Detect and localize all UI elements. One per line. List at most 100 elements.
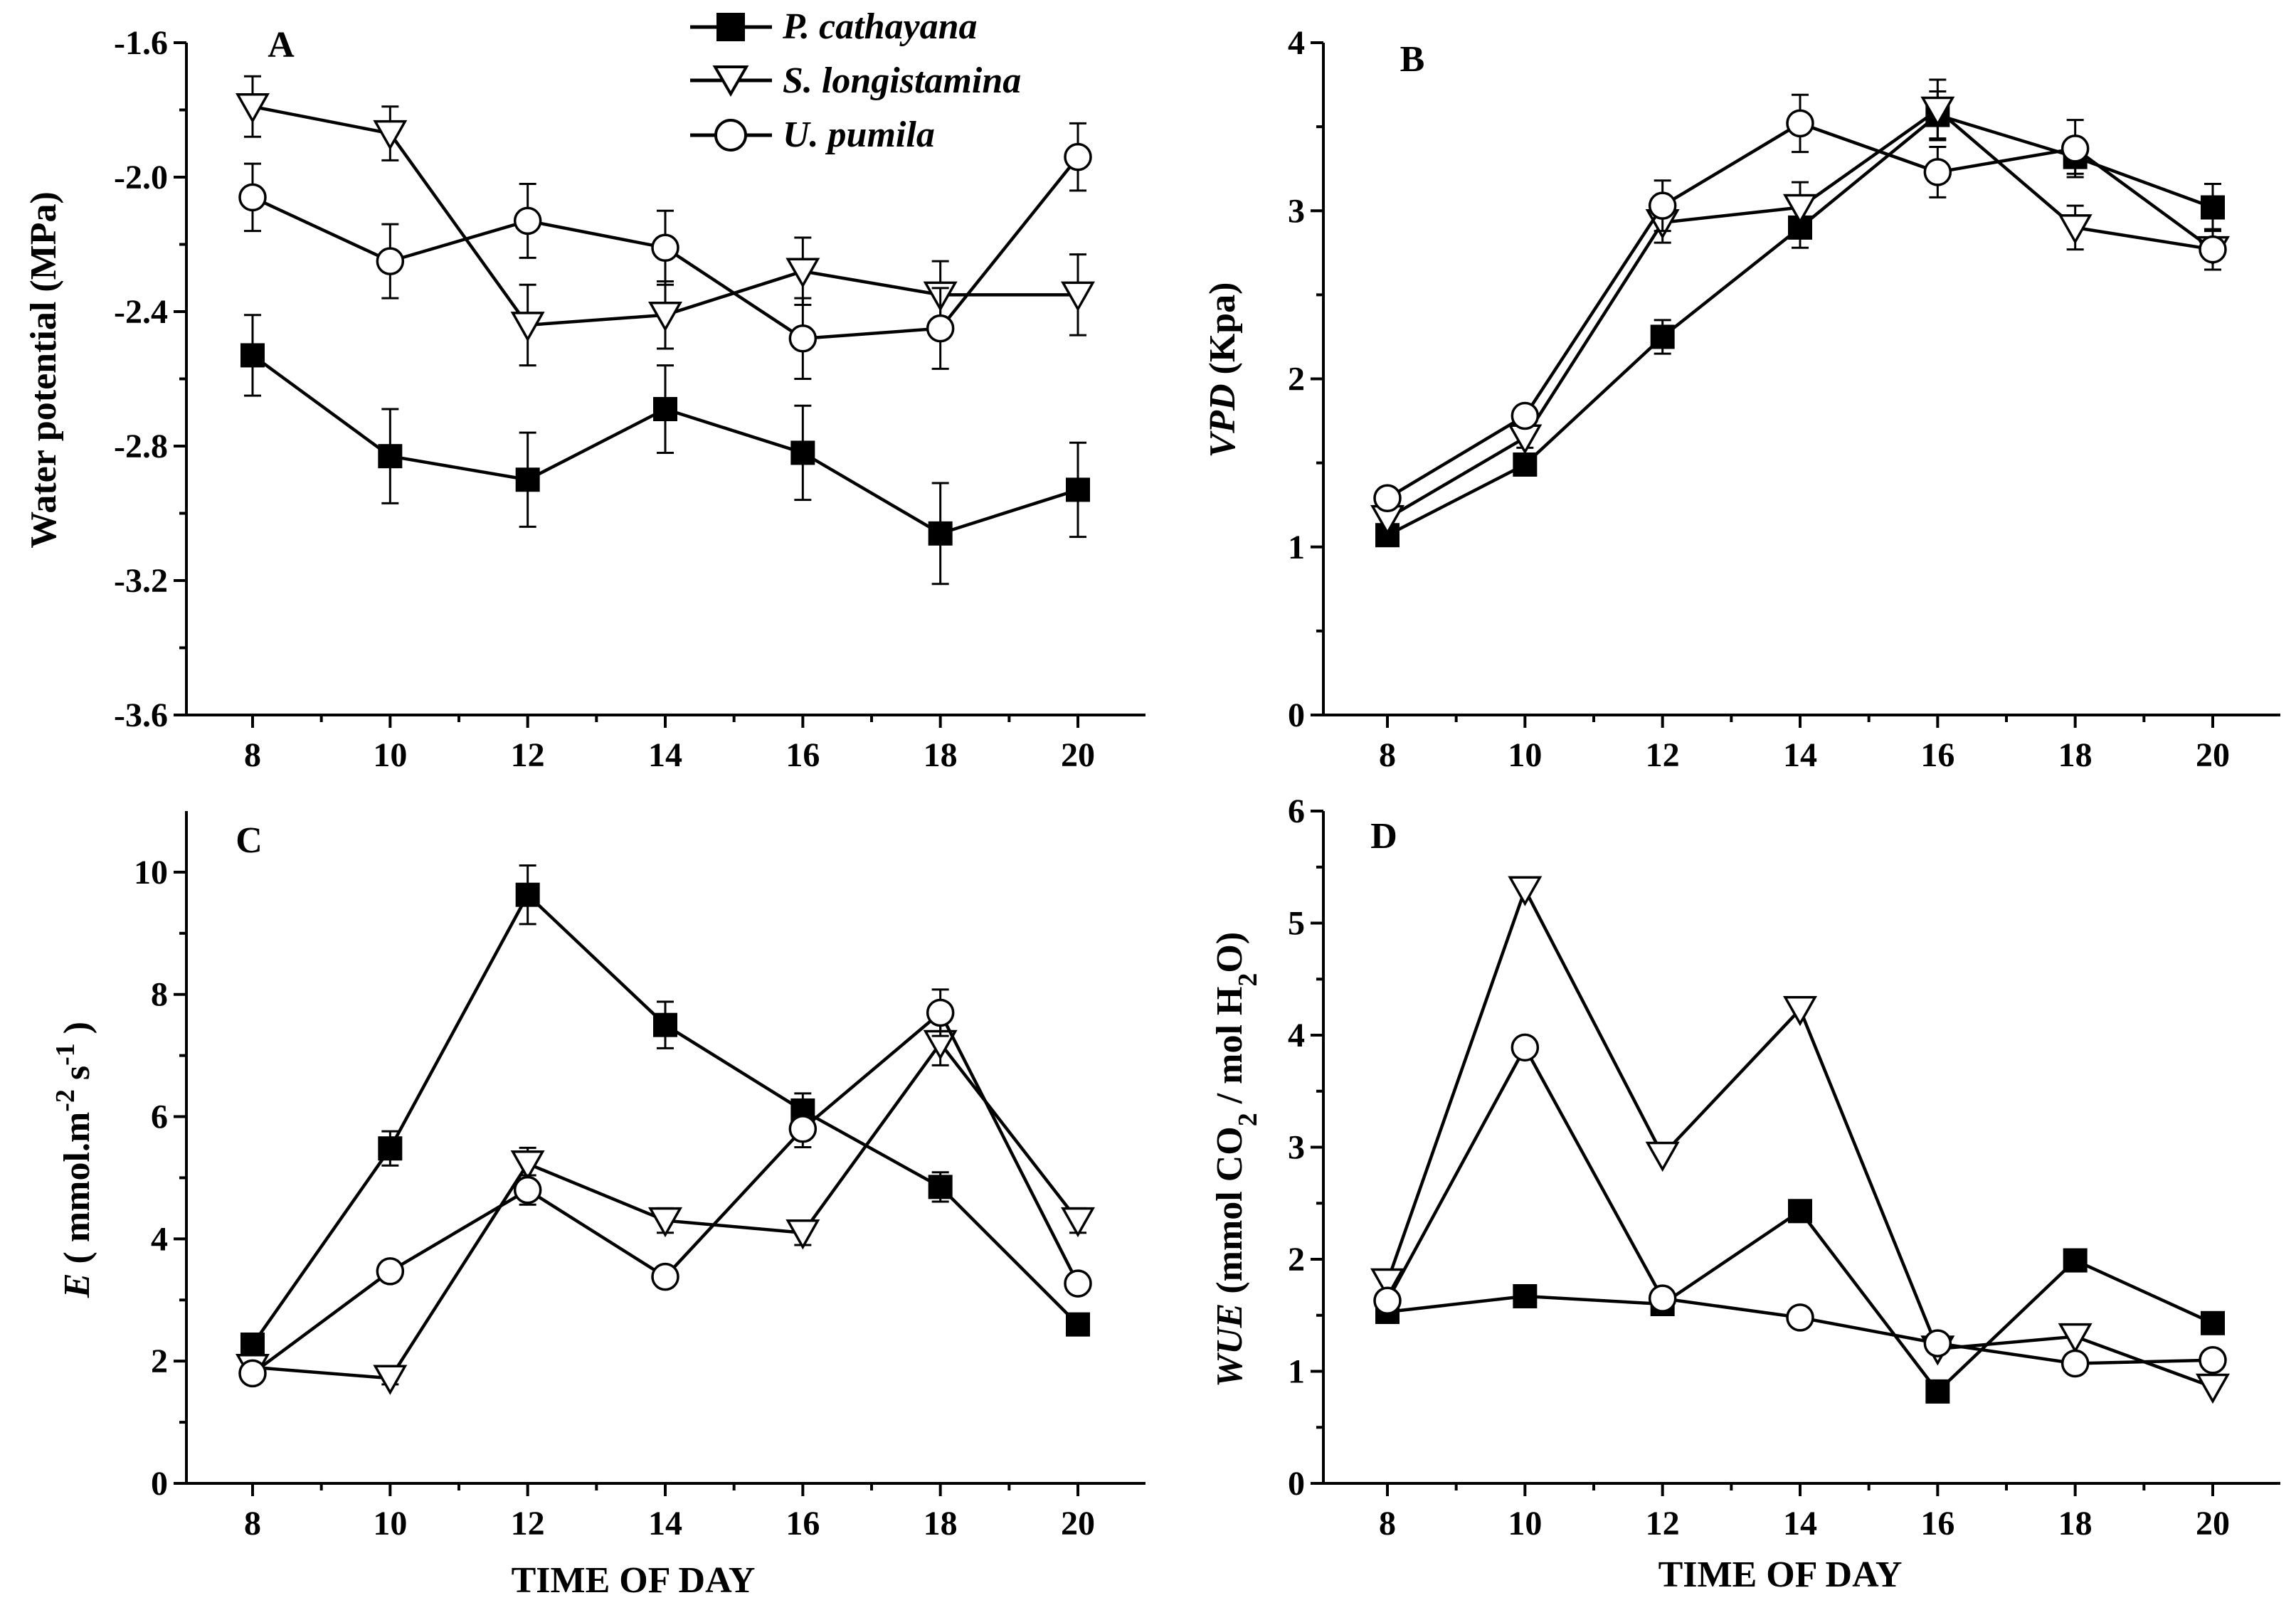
x-tick-label: 20: [1061, 736, 1095, 774]
series-p-cathayana: [240, 314, 1090, 586]
x-tick-label: 8: [1379, 1505, 1396, 1542]
data-point-circle: [1923, 1329, 1952, 1357]
x-tick-label: 20: [2196, 736, 2230, 774]
panel-c: 0 2 4 6 8 10 8 10 12 14 16 18 20 C E ( mmol.m-2 s-1 ): [51, 811, 1146, 1542]
y-axis-label: E ( mmol.m-2 s-1 ): [51, 1022, 97, 1298]
data-point-circle: [376, 247, 405, 275]
data-point-triangle: [373, 120, 408, 151]
series-u-pumila: [1373, 93, 2227, 512]
x-tick-label: 8: [1379, 736, 1396, 774]
x-tick-label: 14: [1783, 1505, 1817, 1542]
y-tick-label: 8: [151, 976, 168, 1014]
data-point-square: [378, 1136, 403, 1161]
x-tick-label: 10: [373, 1505, 407, 1542]
y-tick-label: -1.6: [114, 24, 168, 62]
x-tick-label: 14: [648, 1505, 682, 1542]
data-point-triangle: [647, 301, 683, 332]
data-point-square: [790, 440, 815, 465]
data-point-circle: [651, 1262, 679, 1291]
data-point-triangle: [1060, 281, 1096, 312]
data-point-square: [1513, 1283, 1538, 1308]
data-point-square: [2063, 1248, 2088, 1273]
data-point-circle: [1786, 109, 1814, 138]
y-axis-label-part: (Kpa): [1202, 282, 1243, 384]
y-tick-label: 1: [1288, 529, 1305, 566]
data-point-circle: [1373, 1286, 1402, 1315]
legend-item-s-longistamina: S. longistamina: [690, 60, 1021, 101]
y-tick-label: 0: [151, 1465, 168, 1503]
data-point-triangle: [2058, 1323, 2093, 1354]
data-point-circle: [238, 183, 267, 212]
panel-label: C: [236, 820, 263, 861]
data-point-triangle: [235, 93, 270, 124]
data-point-triangle: [373, 1365, 408, 1395]
data-point-square: [1066, 477, 1090, 502]
x-tick-label: 12: [1646, 1505, 1680, 1542]
data-point-triangle: [785, 1219, 820, 1250]
data-point-triangle: [1782, 194, 1818, 225]
data-point-square: [1788, 1199, 1812, 1224]
legend-circle-marker: [714, 119, 747, 152]
data-point-circle: [1648, 1284, 1677, 1313]
data-point-circle: [1511, 1033, 1540, 1062]
x-tick-label: 10: [1508, 736, 1542, 774]
data-point-triangle: [785, 258, 820, 288]
series-s-longistamina: [235, 75, 1096, 367]
y-axis-label-part: (mmol CO: [1210, 1126, 1250, 1303]
x-tick-label: 16: [785, 1505, 820, 1542]
y-axis-label-part: 2: [1233, 1113, 1263, 1126]
data-point-square: [928, 521, 953, 546]
series-u-pumila: [1373, 1033, 2227, 1378]
x-axis-label-right: TIME OF DAY: [1658, 1555, 1903, 1595]
y-axis-label-part: / mol H: [1210, 987, 1250, 1113]
x-axis-label-left: TIME OF DAY: [512, 1560, 756, 1601]
x-tick-label: 18: [924, 736, 958, 774]
data-point-circle: [513, 1175, 542, 1204]
legend-triangle-marker: [712, 65, 749, 97]
y-axis-label-part: -2: [51, 1089, 80, 1112]
data-point-triangle: [510, 312, 545, 342]
x-tick-label: 20: [1061, 1505, 1095, 1542]
data-point-square: [928, 1175, 953, 1199]
data-point-circle: [1786, 1303, 1814, 1332]
legend-label-u-pumila: U. pumila: [783, 115, 935, 155]
x-tick-label: 18: [924, 1505, 958, 1542]
data-point-square: [2201, 195, 2225, 220]
series-u-pumila: [238, 988, 1092, 1388]
x-tick-label: 12: [1646, 736, 1680, 774]
x-tick-label: 16: [1920, 1505, 1954, 1542]
data-point-circle: [651, 233, 679, 262]
data-point-circle: [238, 1359, 267, 1388]
y-tick-label: -2.8: [114, 428, 168, 465]
y-tick-label: 3: [1288, 192, 1305, 230]
y-tick-label: 4: [1288, 1017, 1305, 1054]
y-axis-label-part: 2: [1233, 973, 1263, 987]
x-tick-label: 20: [2196, 1505, 2230, 1542]
y-axis-label: WUE (mmol CO2 / mol H2O): [1210, 932, 1263, 1387]
data-point-square: [1513, 452, 1538, 477]
x-tick-label: 10: [373, 736, 407, 774]
data-point-circle: [788, 1114, 818, 1143]
data-point-circle: [1923, 158, 1952, 186]
x-tick-label: 10: [1508, 1505, 1542, 1542]
data-point-circle: [1064, 142, 1092, 171]
data-point-triangle: [1508, 876, 1543, 906]
y-axis-label-part: E: [57, 1273, 97, 1298]
data-point-square: [1066, 1312, 1090, 1337]
data-point-square: [1650, 324, 1675, 349]
data-point-circle: [1373, 484, 1402, 512]
data-point-triangle: [2195, 1373, 2231, 1404]
y-tick-label: 3: [1288, 1129, 1305, 1167]
y-tick-label: 0: [1288, 1465, 1305, 1503]
y-axis-label: Water potential (MPa): [23, 191, 64, 549]
y-tick-label: 2: [151, 1342, 168, 1380]
legend-label-p-cathayana: P. cathayana: [782, 6, 978, 47]
data-point-circle: [1064, 1269, 1092, 1298]
y-axis-label-part: ( mmol.m: [57, 1112, 97, 1273]
data-point-circle: [1511, 401, 1540, 430]
y-axis-label-part: WUE: [1210, 1303, 1250, 1387]
data-point-circle: [376, 1257, 405, 1286]
y-axis-label: VPD (Kpa): [1202, 282, 1243, 458]
